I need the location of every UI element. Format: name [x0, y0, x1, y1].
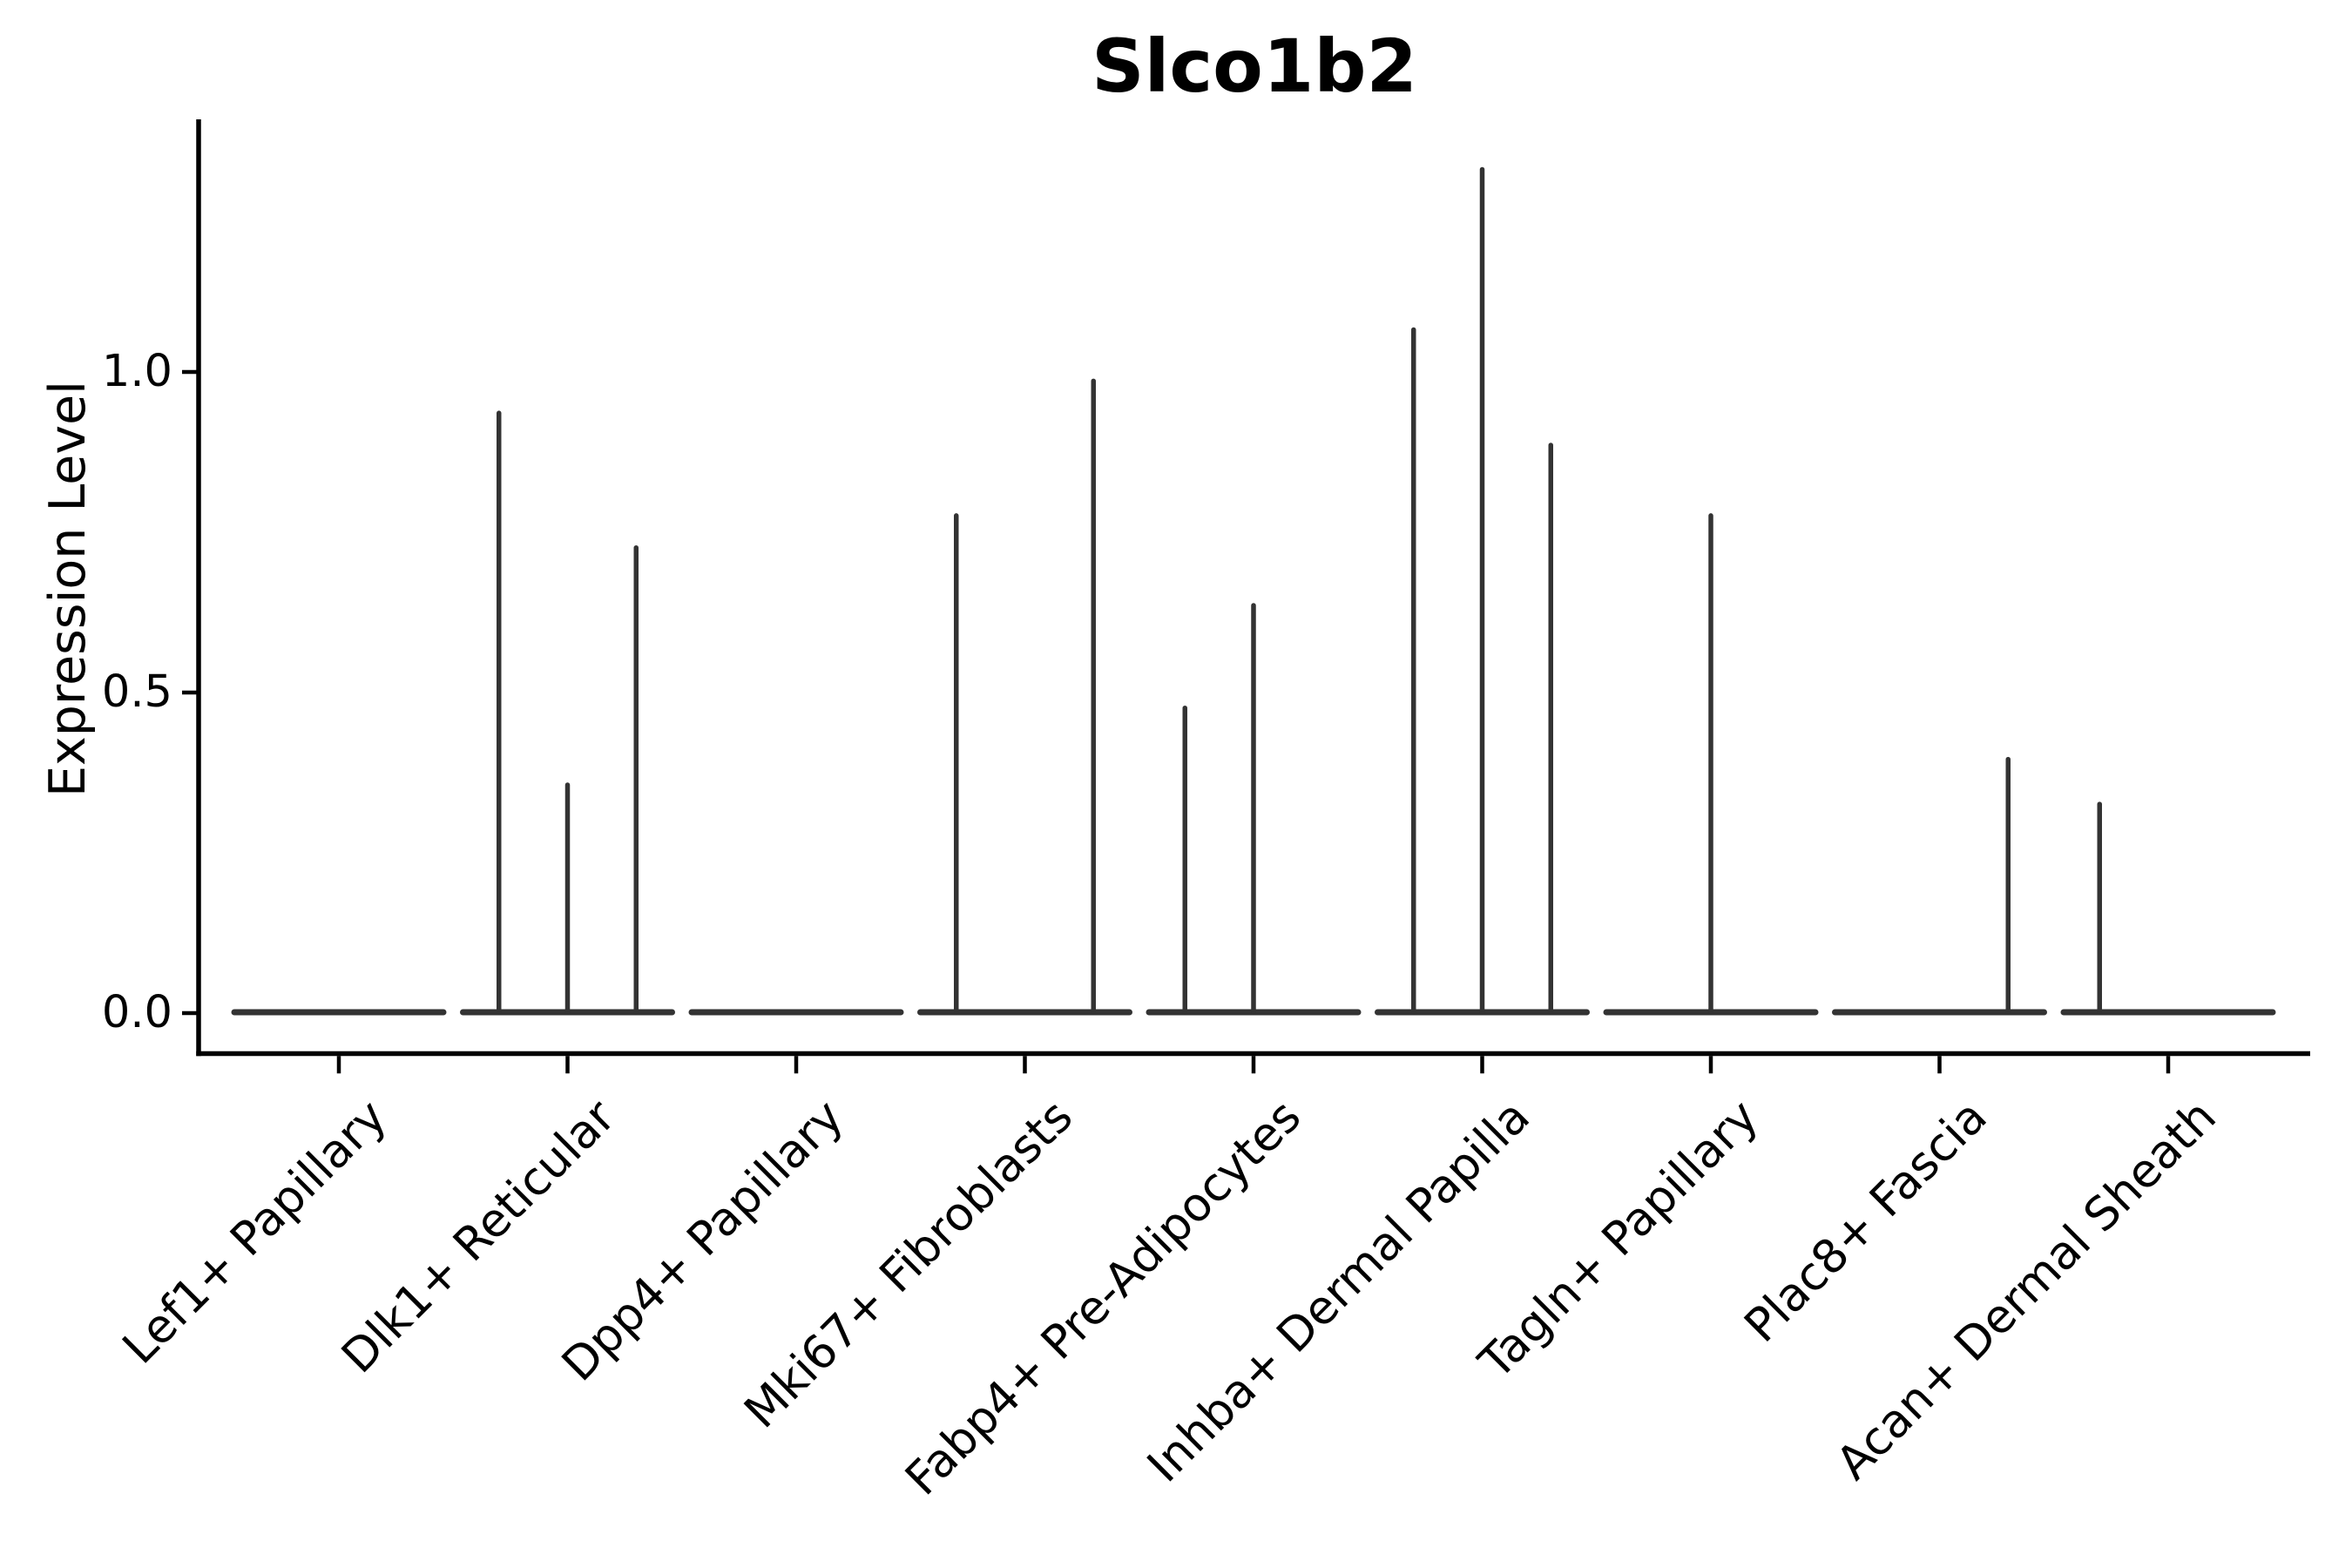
- chart-title: Slco1b2: [1092, 24, 1417, 109]
- y-tick-label: 0.0: [101, 987, 172, 1038]
- y-tick-label: 1.0: [101, 346, 172, 397]
- y-tick-label: 0.5: [101, 666, 172, 718]
